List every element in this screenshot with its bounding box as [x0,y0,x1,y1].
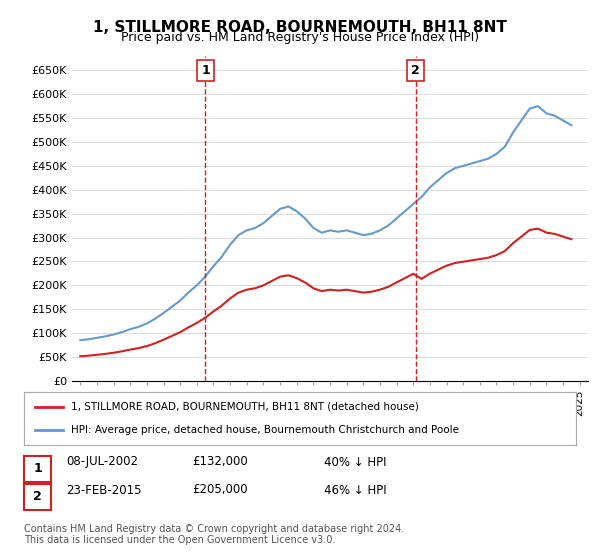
Text: HPI: Average price, detached house, Bournemouth Christchurch and Poole: HPI: Average price, detached house, Bour… [71,425,459,435]
Text: 40% ↓ HPI: 40% ↓ HPI [324,455,386,469]
Text: 23-FEB-2015: 23-FEB-2015 [66,483,142,497]
Text: £205,000: £205,000 [192,483,248,497]
Text: 1, STILLMORE ROAD, BOURNEMOUTH, BH11 8NT (detached house): 1, STILLMORE ROAD, BOURNEMOUTH, BH11 8NT… [71,402,419,412]
Text: 2: 2 [33,491,42,503]
Text: £132,000: £132,000 [192,455,248,469]
Text: 08-JUL-2002: 08-JUL-2002 [66,455,138,469]
Text: Contains HM Land Registry data © Crown copyright and database right 2024.
This d: Contains HM Land Registry data © Crown c… [24,524,404,545]
Text: 1: 1 [33,463,42,475]
Text: 1, STILLMORE ROAD, BOURNEMOUTH, BH11 8NT: 1, STILLMORE ROAD, BOURNEMOUTH, BH11 8NT [93,20,507,35]
Text: 46% ↓ HPI: 46% ↓ HPI [324,483,386,497]
Text: 2: 2 [411,64,420,77]
Text: Price paid vs. HM Land Registry's House Price Index (HPI): Price paid vs. HM Land Registry's House … [121,31,479,44]
Text: 1: 1 [201,64,210,77]
